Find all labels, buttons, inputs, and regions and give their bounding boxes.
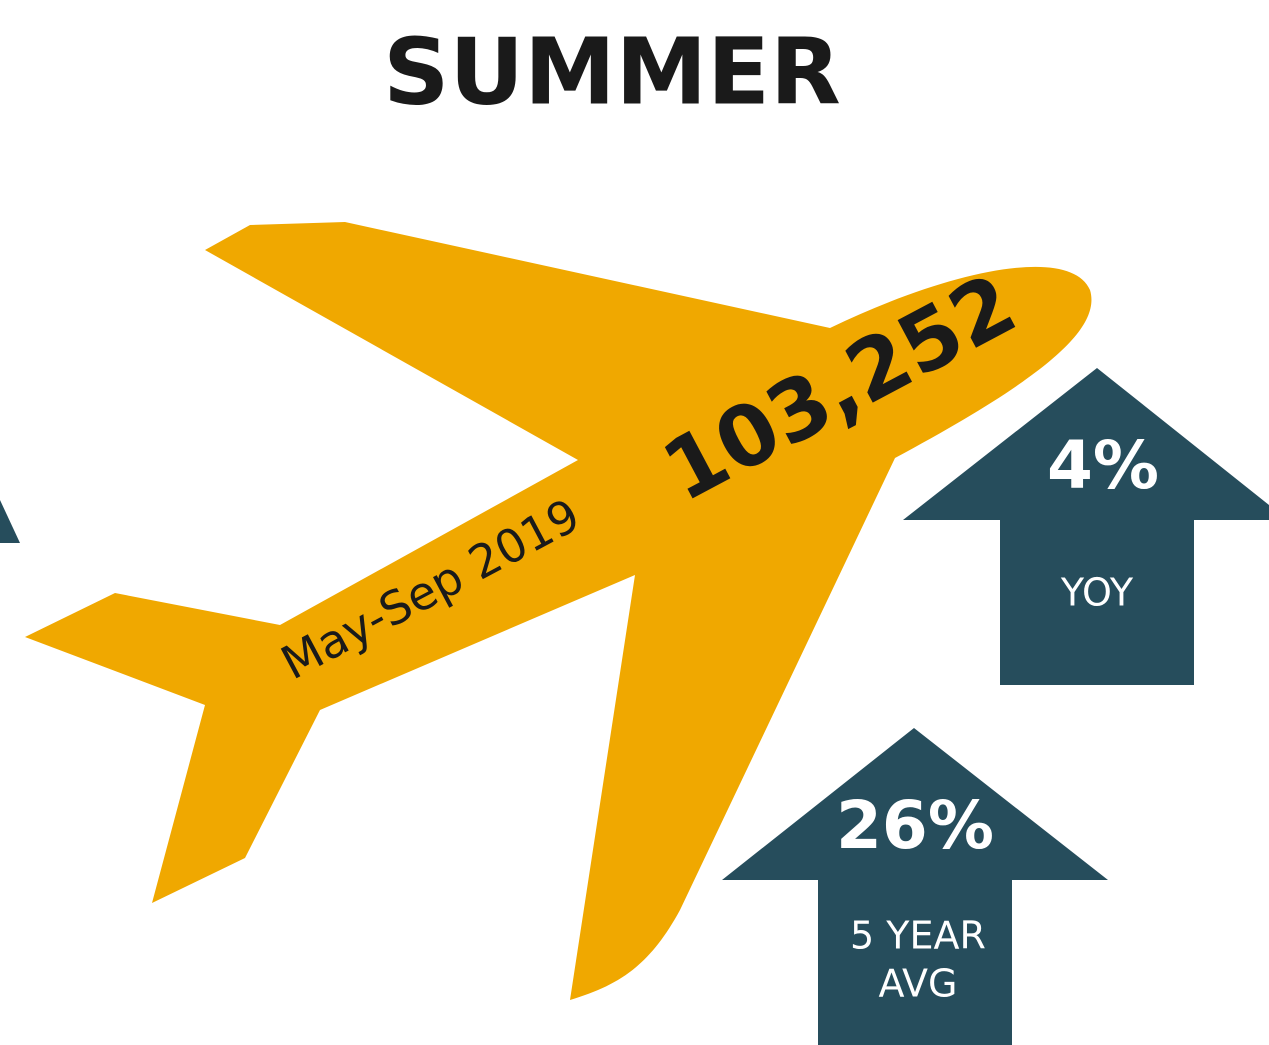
stat-value: 4%	[1047, 427, 1159, 504]
partial-arrow	[0, 500, 20, 543]
stat-label: AVG	[878, 962, 957, 1006]
stat-label: 5 YEAR	[850, 914, 986, 958]
airplane	[25, 222, 1092, 1000]
stat-value: 26%	[836, 787, 994, 864]
title: SUMMER	[383, 18, 841, 125]
arrow	[722, 728, 1108, 1045]
arrow	[903, 368, 1269, 685]
stat-label: YOY	[1060, 571, 1134, 615]
